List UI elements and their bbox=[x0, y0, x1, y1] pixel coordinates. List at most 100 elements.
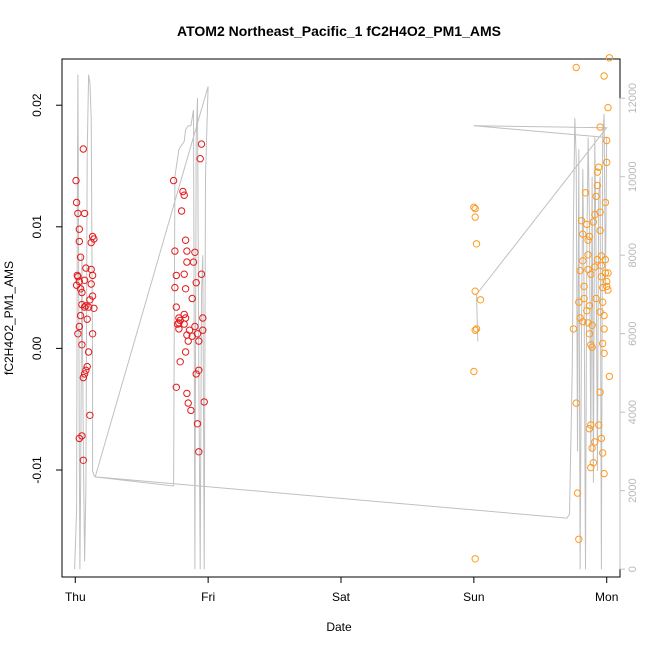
data-point bbox=[584, 236, 592, 244]
data-point bbox=[604, 286, 612, 294]
data-point bbox=[172, 303, 181, 311]
y2-tick-label: 10000 bbox=[627, 161, 639, 192]
data-point bbox=[471, 204, 479, 213]
data-point bbox=[76, 285, 85, 293]
data-point bbox=[587, 421, 595, 429]
data-point bbox=[171, 283, 179, 292]
y-axis-label: fC2H4O2_PM1_AMS bbox=[2, 261, 16, 375]
data-point bbox=[74, 273, 82, 281]
data-point bbox=[572, 399, 580, 407]
y2-tick-label: 0 bbox=[627, 566, 639, 572]
data-point bbox=[599, 339, 607, 348]
data-point bbox=[573, 489, 582, 497]
data-point bbox=[76, 253, 85, 261]
data-point bbox=[84, 348, 93, 356]
data-point bbox=[86, 411, 94, 419]
data-point bbox=[184, 399, 192, 407]
data-point bbox=[172, 383, 181, 391]
data-point bbox=[593, 255, 602, 264]
data-point bbox=[80, 276, 89, 284]
data-point bbox=[179, 187, 187, 196]
data-point bbox=[580, 294, 588, 303]
data-point bbox=[197, 270, 206, 278]
data-point bbox=[595, 421, 603, 429]
y-tick-label: 0.01 bbox=[30, 215, 44, 239]
data-point bbox=[593, 168, 602, 176]
data-point bbox=[579, 317, 587, 326]
data-point bbox=[596, 308, 604, 316]
data-point bbox=[184, 337, 192, 345]
data-point bbox=[185, 326, 194, 334]
data-point bbox=[88, 271, 97, 280]
data-point bbox=[188, 294, 196, 303]
data-point bbox=[584, 251, 592, 259]
data-point bbox=[589, 459, 598, 467]
y2-tick-label: 4000 bbox=[627, 400, 639, 424]
data-point bbox=[79, 145, 88, 153]
data-point bbox=[603, 277, 611, 286]
data-point bbox=[593, 181, 602, 190]
data-point bbox=[191, 322, 199, 331]
data-point bbox=[600, 349, 608, 357]
data-point bbox=[588, 444, 596, 452]
data-point bbox=[180, 270, 188, 278]
data-point bbox=[90, 235, 98, 243]
x-tick-label: Thu bbox=[65, 590, 86, 604]
data-point bbox=[199, 314, 207, 322]
data-point bbox=[82, 264, 90, 272]
data-point bbox=[471, 555, 479, 563]
data-point bbox=[584, 319, 592, 327]
data-point bbox=[585, 330, 594, 338]
data-point bbox=[605, 54, 614, 62]
data-point bbox=[577, 217, 586, 225]
data-point bbox=[83, 315, 91, 323]
plot-layer-line bbox=[74, 74, 608, 570]
data-point bbox=[470, 367, 478, 376]
data-point bbox=[80, 303, 89, 311]
data-point bbox=[583, 307, 591, 315]
data-point bbox=[76, 311, 85, 320]
data-point bbox=[579, 257, 587, 265]
data-point bbox=[181, 285, 190, 293]
data-point bbox=[596, 123, 604, 131]
data-point bbox=[472, 325, 481, 333]
data-point bbox=[183, 247, 191, 255]
data-point bbox=[591, 438, 599, 446]
data-point bbox=[597, 273, 606, 281]
data-point bbox=[75, 434, 84, 443]
data-point bbox=[600, 72, 608, 80]
data-point bbox=[75, 225, 84, 233]
data-point bbox=[191, 248, 199, 257]
y2-tick-label: 6000 bbox=[627, 321, 639, 345]
data-point bbox=[90, 304, 98, 312]
y-tick-label: 0.02 bbox=[30, 93, 44, 117]
data-point bbox=[603, 158, 611, 167]
data-point bbox=[471, 326, 479, 334]
data-point bbox=[88, 330, 97, 338]
data-point bbox=[601, 198, 610, 207]
data-point bbox=[188, 332, 196, 340]
data-point bbox=[603, 136, 611, 145]
data-point bbox=[189, 258, 198, 266]
data-point bbox=[72, 176, 80, 185]
y2-tick-label: 12000 bbox=[627, 83, 639, 114]
data-point bbox=[72, 198, 81, 207]
data-point bbox=[87, 280, 95, 288]
data-point bbox=[575, 535, 583, 543]
plot-layer-points bbox=[72, 54, 614, 563]
data-point bbox=[604, 103, 612, 112]
y-tick-label: 0.00 bbox=[30, 336, 44, 360]
data-point bbox=[599, 298, 607, 306]
data-point bbox=[183, 389, 191, 398]
data-point bbox=[596, 226, 604, 235]
data-point bbox=[86, 296, 94, 304]
data-point bbox=[603, 282, 611, 291]
data-point bbox=[589, 218, 598, 226]
data-point bbox=[78, 288, 86, 297]
data-point bbox=[585, 232, 594, 241]
data-point bbox=[180, 320, 188, 328]
data-point bbox=[169, 176, 178, 185]
data-point bbox=[569, 325, 578, 333]
data-point bbox=[588, 321, 596, 329]
